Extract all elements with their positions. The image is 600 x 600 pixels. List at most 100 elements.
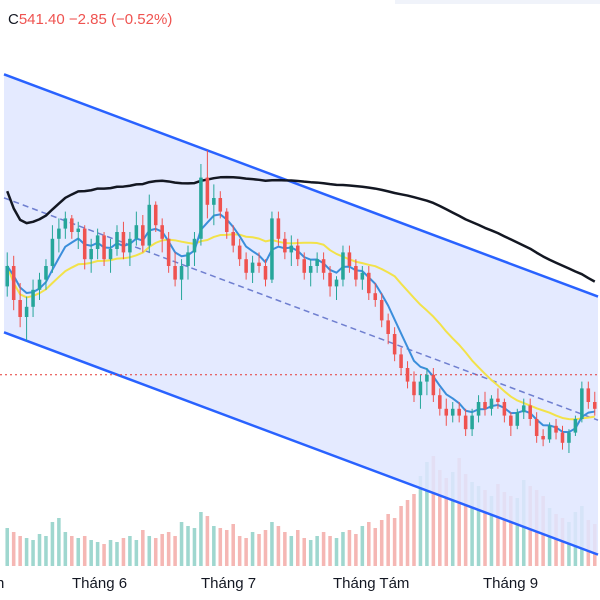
volume-bar: [341, 532, 345, 566]
volume-bar: [134, 540, 139, 566]
volume-bar: [95, 542, 100, 566]
candle-body: [334, 279, 339, 287]
candle-body: [418, 381, 423, 396]
ohlc-legend: C541.40 −2.85 (−0.52%): [8, 11, 172, 28]
candle-body: [37, 279, 42, 290]
volume-bar: [224, 530, 229, 566]
volume-bar: [373, 528, 378, 566]
candle-body: [89, 249, 93, 260]
volume-bar: [425, 462, 429, 566]
x-tick-label: Tháng Tám: [333, 575, 409, 592]
volume-bar: [89, 540, 93, 566]
volume-bar: [212, 526, 216, 566]
candle-body: [379, 300, 384, 321]
volume-bar: [386, 514, 390, 566]
volume-bar: [270, 522, 274, 566]
volume-bar: [509, 496, 513, 566]
volume-bar: [186, 526, 190, 566]
candle-body: [283, 238, 287, 253]
candle-body: [463, 415, 468, 430]
candle-body: [179, 266, 184, 280]
candle-body: [515, 412, 520, 426]
volume-bar: [237, 536, 242, 566]
volume-bar: [121, 538, 126, 566]
candle-body: [328, 272, 332, 287]
candle-body: [166, 238, 171, 266]
candle-body: [502, 402, 507, 416]
candle-body: [567, 432, 571, 443]
x-tick-label: Tháng 7: [201, 575, 256, 592]
sma-mid-line: [6, 233, 595, 421]
candle-body: [438, 395, 442, 409]
candle-body: [444, 408, 449, 416]
candle-body: [276, 218, 281, 239]
volume-bar: [367, 522, 371, 566]
volume-bar: [57, 518, 61, 566]
volume-bar: [50, 522, 55, 566]
volume-bar: [276, 526, 281, 566]
volume-bar: [463, 474, 468, 566]
volume-bar: [18, 536, 22, 566]
candle-body: [160, 225, 164, 239]
candle-body: [425, 374, 429, 382]
volume-bar: [476, 486, 481, 566]
x-tick-label: n: [0, 575, 4, 592]
candle-body: [386, 320, 390, 334]
candle-body: [476, 402, 481, 416]
candle-body: [63, 218, 68, 229]
candle-body: [82, 228, 87, 260]
volume-bar: [283, 532, 287, 566]
candle-body: [392, 334, 397, 355]
volume-bar: [354, 534, 358, 566]
volume-bar: [263, 530, 268, 566]
candle-body: [57, 228, 61, 239]
candle-body: [11, 266, 16, 300]
candle-body: [237, 245, 242, 260]
candle-body: [244, 259, 248, 273]
volume-bar: [192, 528, 197, 566]
candle-body: [153, 204, 158, 226]
volume-bar: [308, 540, 313, 566]
volume-bar: [173, 536, 177, 566]
candle-body: [412, 381, 416, 396]
candle-body: [289, 245, 294, 253]
candle-body: [405, 368, 410, 382]
candle-body: [341, 252, 345, 280]
candle-body: [470, 415, 474, 430]
volume-bar: [199, 512, 203, 566]
candle-body: [586, 388, 591, 402]
volume-bar: [44, 536, 48, 566]
candle-body: [431, 374, 436, 396]
volume-bar: [147, 536, 152, 566]
volume-bar: [515, 498, 520, 566]
candle-body: [528, 405, 532, 419]
candle-body: [509, 415, 513, 426]
candle-body: [360, 272, 365, 280]
volume-bar: [321, 532, 326, 566]
candle-body: [108, 249, 113, 260]
candle-body: [18, 300, 22, 317]
close-label: C: [8, 11, 19, 28]
candle-body: [224, 211, 229, 232]
candle-body: [560, 432, 565, 443]
volume-bar: [302, 538, 307, 566]
volume-bar: [141, 530, 145, 566]
volume-bar: [160, 534, 164, 566]
volume-bar: [102, 544, 106, 566]
candle-body: [186, 252, 190, 266]
regression-channel-fill: [4, 74, 598, 555]
candle-body: [541, 436, 545, 440]
candle-body: [347, 252, 352, 266]
candle-body: [231, 232, 235, 246]
candle-body: [44, 266, 48, 280]
candle-body: [308, 266, 313, 273]
channel-lower-line: [3, 331, 599, 556]
x-tick-label: Tháng 6: [72, 575, 127, 592]
candle-body: [592, 402, 597, 409]
candle-body: [31, 289, 35, 307]
change-value: −2.85 (−0.52%): [68, 11, 173, 28]
volume-bar: [24, 538, 29, 566]
candle-body: [534, 419, 539, 436]
volume-bar: [231, 524, 235, 566]
